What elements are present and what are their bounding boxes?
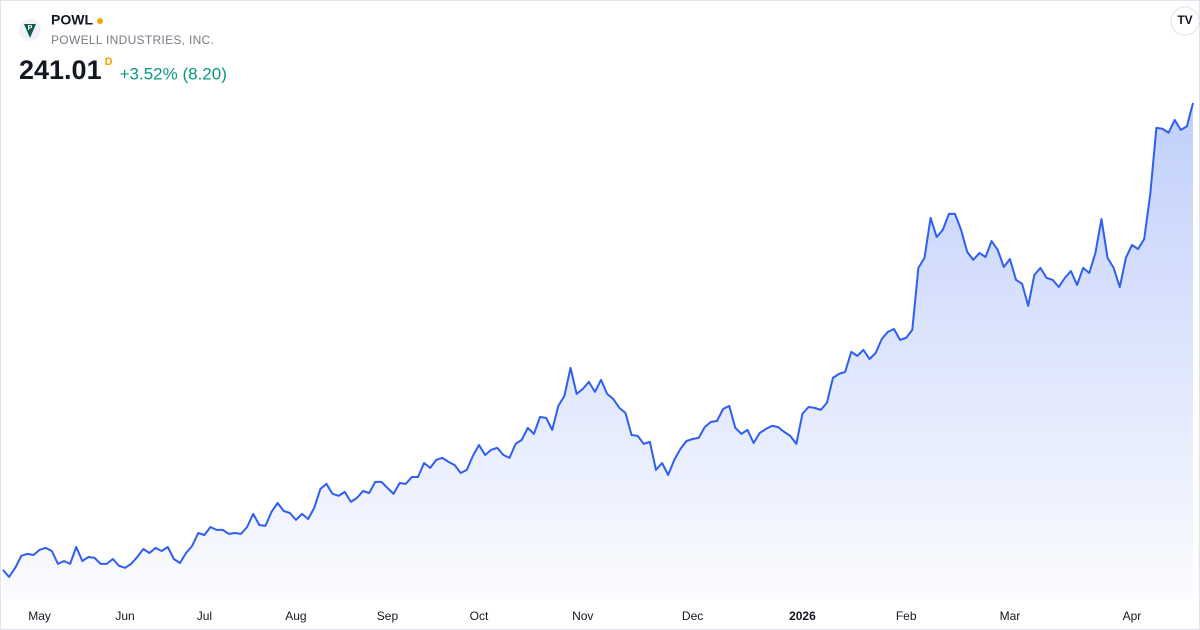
x-tick-label: Dec xyxy=(682,609,703,623)
x-tick-label: Feb xyxy=(896,609,917,623)
interval: D xyxy=(105,56,113,68)
x-tick-label: Apr xyxy=(1123,609,1142,623)
tv-logo[interactable]: TV xyxy=(1170,6,1200,36)
svg-text:TV: TV xyxy=(1177,13,1192,27)
status-dot xyxy=(97,18,103,24)
x-tick-label: Aug xyxy=(285,609,306,623)
x-tick-label: May xyxy=(28,609,51,623)
x-tick-label: Mar xyxy=(1000,609,1021,623)
logo: P xyxy=(19,19,41,41)
x-tick-label: Sep xyxy=(377,609,399,623)
price-change: +3.52% (8.20) xyxy=(120,64,227,83)
price-line xyxy=(2,102,1194,578)
x-tick-label: 2026 xyxy=(789,609,816,623)
last-price: 241.01 xyxy=(19,55,102,85)
symbol: POWL xyxy=(51,12,93,28)
company-name: POWELL INDUSTRIES, INC. xyxy=(51,33,214,47)
area-fill xyxy=(3,103,1193,600)
x-tick-label: Jul xyxy=(197,609,212,623)
x-tick-label: Nov xyxy=(572,609,593,623)
svg-text:P: P xyxy=(28,25,33,32)
x-tick-label: Oct xyxy=(470,609,489,623)
x-tick-label: Jun xyxy=(115,609,134,623)
